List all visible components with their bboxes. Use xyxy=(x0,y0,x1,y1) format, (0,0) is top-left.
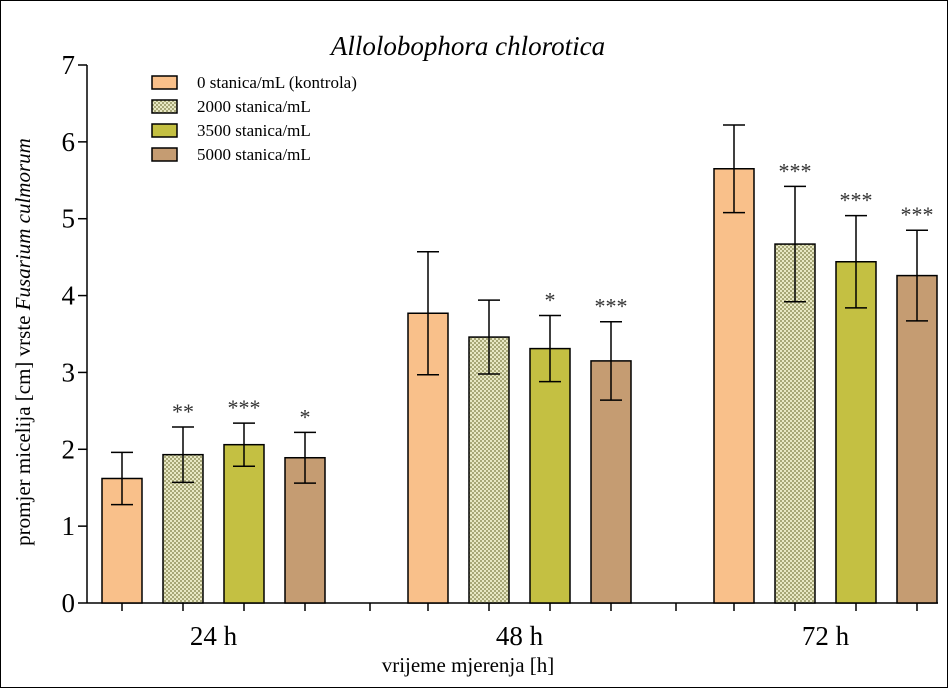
bars-group: ** *** ** ************ xyxy=(101,124,938,604)
legend-label: 0 stanica/mL (kontrola) xyxy=(197,73,357,92)
y-tick-label: 0 xyxy=(62,588,76,618)
legend-swatch xyxy=(151,99,178,114)
x-axis-label: vrijeme mjerenja [h] xyxy=(382,653,555,677)
legend-swatch xyxy=(151,123,178,138)
significance-label: *** xyxy=(901,202,934,227)
x-tick-label: 48 h xyxy=(496,621,544,651)
significance-label: *** xyxy=(228,395,261,420)
bar xyxy=(896,274,938,604)
chart-title: Allolobophora chlorotica xyxy=(329,31,605,61)
y-tick-label: 2 xyxy=(62,434,76,464)
y-tick-label: 1 xyxy=(62,511,76,541)
significance-label: * xyxy=(545,288,556,313)
legend: 0 stanica/mL (kontrola) 2000 stanica/mL 35… xyxy=(151,73,357,164)
bar xyxy=(529,347,571,604)
bar xyxy=(774,243,816,604)
bar xyxy=(835,261,877,604)
y-axis-label-species: Fusarium culmorum xyxy=(11,138,35,311)
legend-label: 5000 stanica/mL xyxy=(197,145,311,164)
significance-label: *** xyxy=(840,188,873,213)
significance-label: *** xyxy=(595,294,628,319)
x-axis: 24 h 48 h 72 h xyxy=(87,602,938,651)
legend-swatch xyxy=(151,75,178,90)
significance-label: * xyxy=(300,404,311,429)
x-tick-label: 24 h xyxy=(190,621,238,651)
y-tick-label: 4 xyxy=(62,281,76,311)
y-tick-label: 5 xyxy=(62,204,76,234)
y-axis-label-text: promjer micelija [cm] vrste xyxy=(11,310,35,546)
y-tick-label: 3 xyxy=(62,357,76,387)
legend-label: 2000 stanica/mL xyxy=(197,97,311,116)
bar xyxy=(468,336,510,604)
y-tick-label: 7 xyxy=(62,50,76,80)
significance-label: *** xyxy=(779,158,812,183)
legend-label: 3500 stanica/mL xyxy=(197,121,311,140)
y-tick-label: 6 xyxy=(62,127,76,157)
bar xyxy=(223,443,265,604)
bar xyxy=(590,360,632,604)
bar xyxy=(713,168,755,604)
significance-label: ** xyxy=(172,399,194,424)
legend-swatch xyxy=(151,147,178,162)
x-tick-label: 72 h xyxy=(802,621,850,651)
y-axis: 0 1 2 3 4 5 6 7 xyxy=(62,50,88,618)
y-axis-label: promjer micelija [cm] vrste Fusarium cul… xyxy=(11,138,35,546)
